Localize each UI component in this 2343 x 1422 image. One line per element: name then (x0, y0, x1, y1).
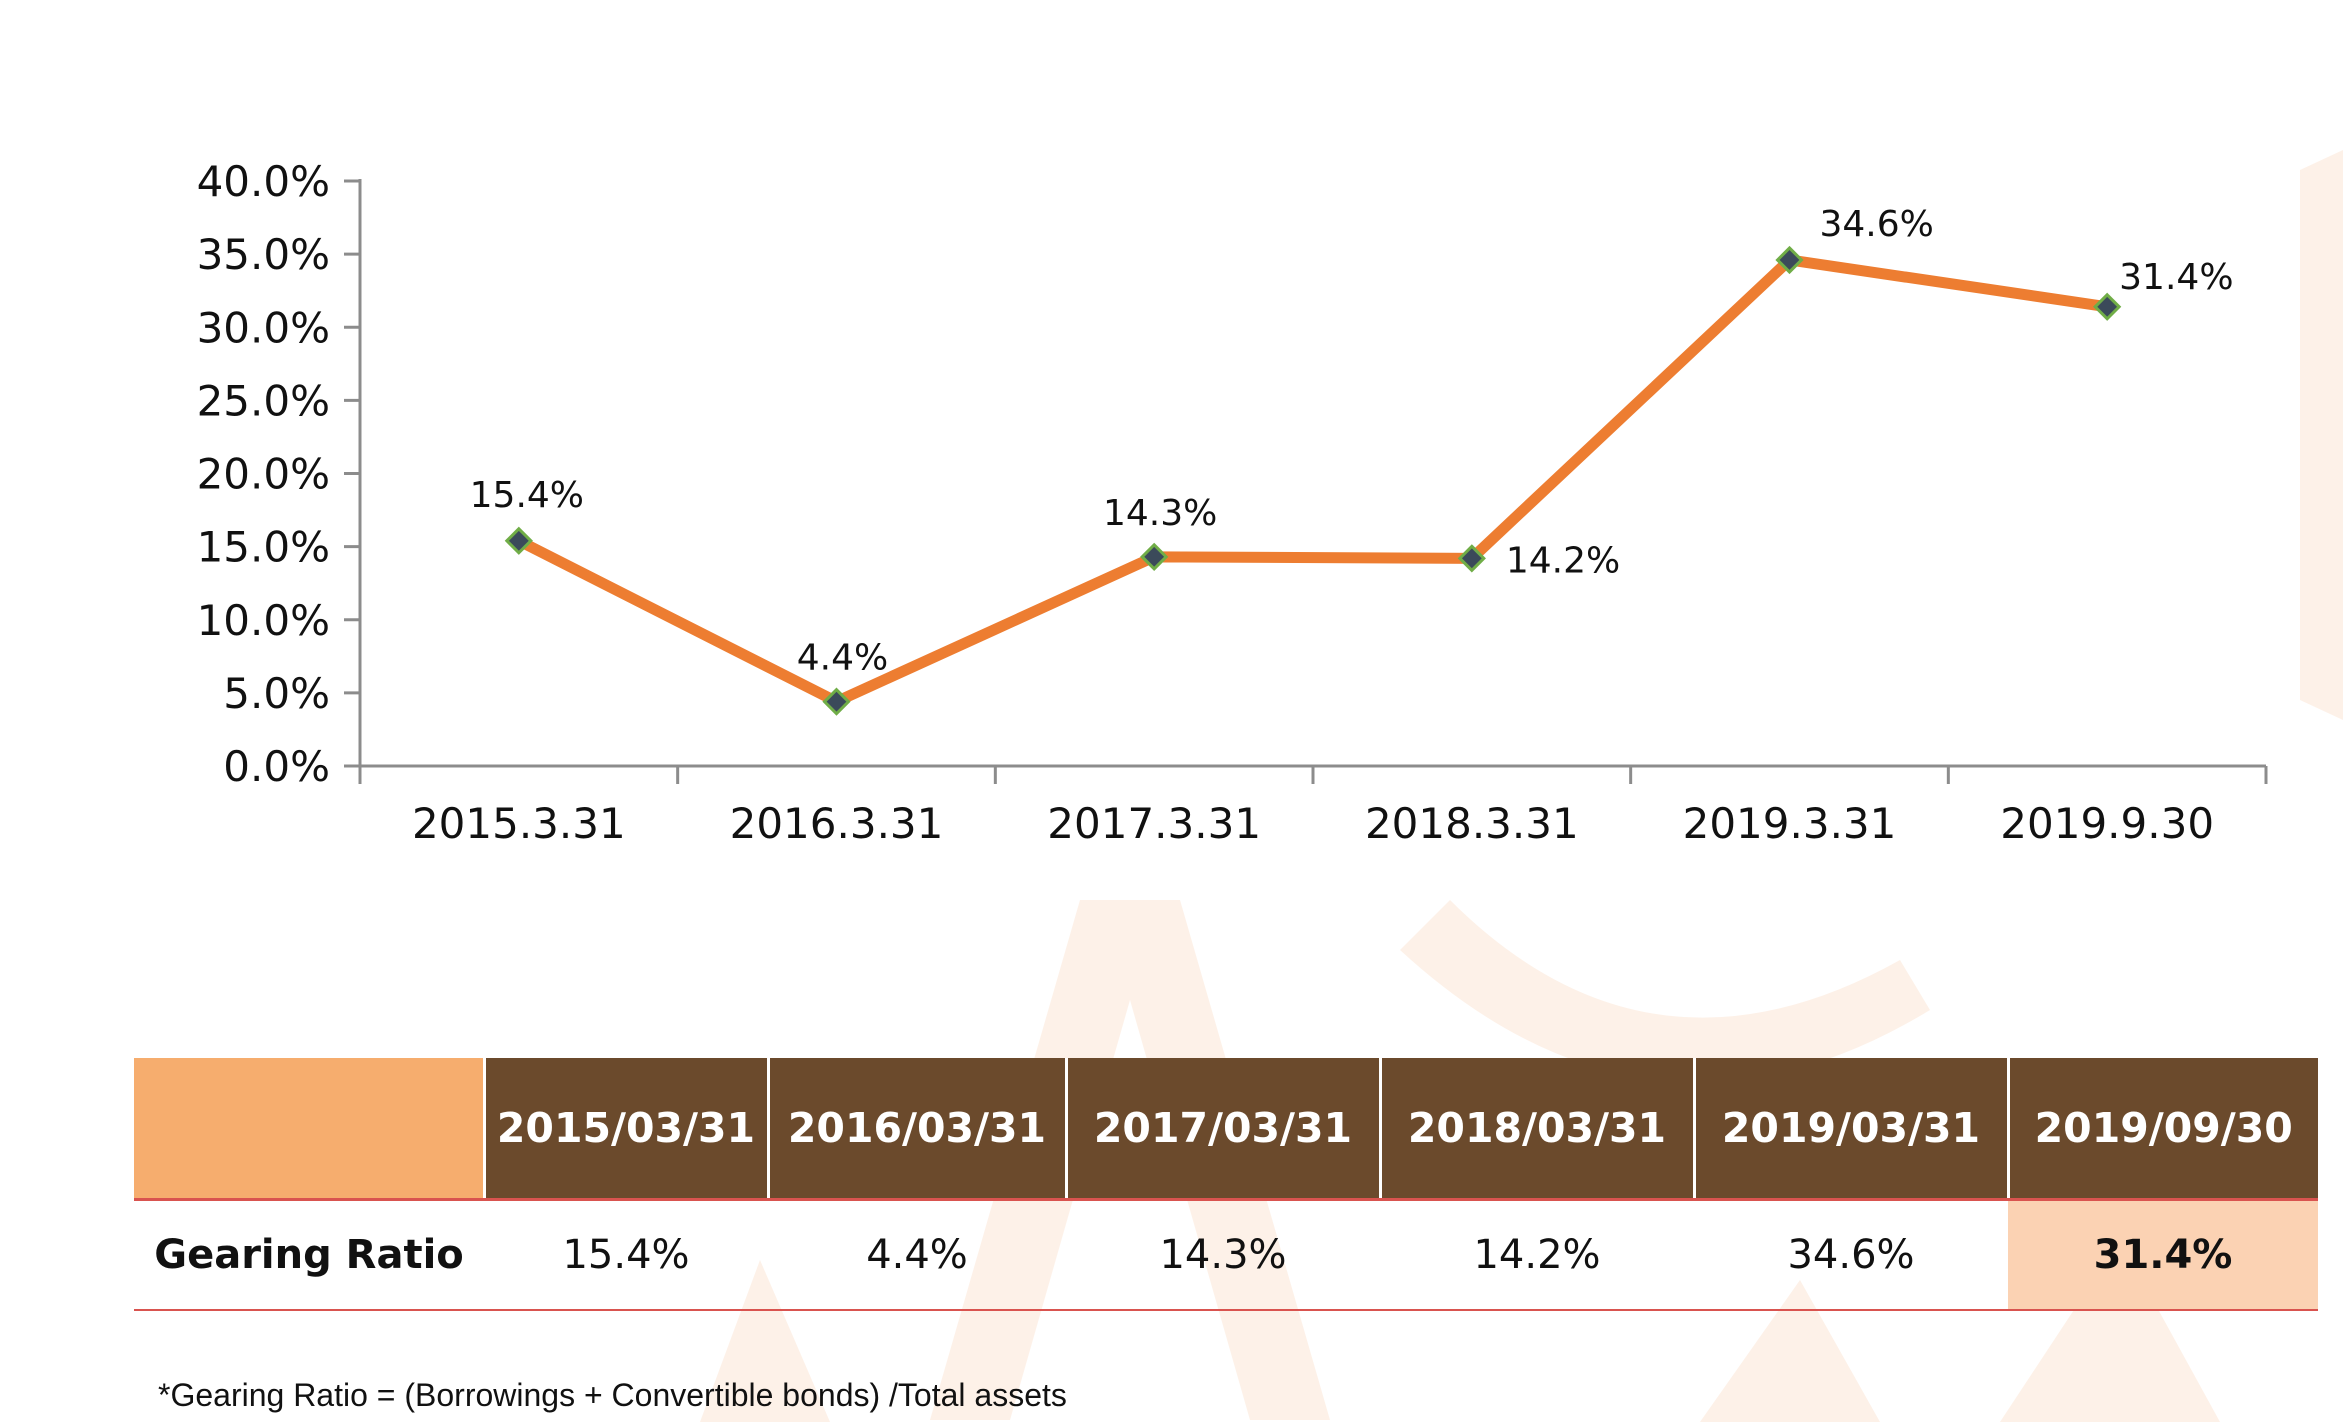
table-cell: 4.4% (768, 1199, 1066, 1311)
data-labels: 15.4% 4.4% 14.3% 14.2% 34.6% 31.4% (470, 204, 2234, 679)
x-tick-label: 2019.3.31 (1683, 799, 1897, 848)
x-tick-label: 2018.3.31 (1365, 799, 1579, 848)
data-point-marker (822, 687, 851, 716)
data-point-marker (504, 526, 533, 555)
y-tick-label: 15.0% (197, 523, 330, 572)
table-cell: 14.3% (1066, 1199, 1380, 1311)
table-header-cell: 2019/03/31 (1692, 1058, 2008, 1201)
data-point-marker (2093, 292, 2122, 321)
y-tick-label: 35.0% (197, 230, 330, 279)
data-point-marker (1140, 542, 1169, 571)
footnote: *Gearing Ratio = (Borrowings + Convertib… (158, 1377, 1067, 1413)
gearing-ratio-table: 2015/03/31 2016/03/31 2017/03/31 2018/03… (134, 1058, 2318, 1311)
table-header-row: 2015/03/31 2016/03/31 2017/03/31 2018/03… (134, 1058, 2318, 1201)
data-point-marker (1457, 544, 1486, 573)
x-tick-label: 2019.9.30 (2000, 799, 2214, 848)
series-markers (504, 245, 2122, 716)
table-row: Gearing Ratio 15.4% 4.4% 14.3% 14.2% 34.… (134, 1199, 2318, 1311)
data-point-marker (1775, 245, 1804, 275)
data-label: 14.2% (1506, 540, 1620, 581)
y-tick-label: 10.0% (197, 596, 330, 645)
table-header-cell: 2018/03/31 (1378, 1058, 1694, 1201)
y-tick-label: 40.0% (197, 157, 330, 206)
data-label: 4.4% (797, 638, 888, 679)
data-label: 31.4% (2119, 257, 2233, 298)
table-corner-cell (134, 1058, 484, 1201)
y-tick-label: 25.0% (197, 376, 330, 425)
table-header-cell: 2017/03/31 (1064, 1058, 1380, 1201)
data-label: 14.3% (1103, 493, 1217, 534)
x-tick-label: 2017.3.31 (1047, 799, 1261, 848)
table-header-cell: 2016/03/31 (766, 1058, 1066, 1201)
x-tick-label: 2015.3.31 (412, 799, 626, 848)
table-cell: 34.6% (1694, 1199, 2008, 1311)
data-label: 34.6% (1820, 204, 1934, 245)
table-header-cell: 2019/09/30 (2006, 1058, 2318, 1201)
table-row-label: Gearing Ratio (134, 1199, 484, 1311)
chart-axes (358, 179, 2266, 768)
data-label: 15.4% (470, 475, 584, 516)
table-cell: 14.2% (1380, 1199, 1694, 1311)
table-cell-highlighted: 31.4% (2008, 1199, 2318, 1311)
y-tick-label: 20.0% (197, 450, 330, 499)
table-header-cell: 2015/03/31 (482, 1058, 768, 1201)
line-chart: 0.0% 5.0% 10.0% 15.0% 20.0% 25.0% 30.0% 35.0% 40… (197, 157, 2268, 848)
y-tick-label: 5.0% (223, 669, 330, 718)
y-axis-ticks: 0.0% 5.0% 10.0% 15.0% 20.0% 25.0% 30.0% 35.0% 40… (197, 157, 360, 791)
y-tick-label: 0.0% (223, 742, 330, 791)
x-axis-ticks: 2015.3.31 2016.3.31 2017.3.31 2018.3.31 2019… (358, 766, 2268, 848)
y-tick-label: 30.0% (197, 303, 330, 352)
series-line (513, 254, 2113, 708)
table-cell: 15.4% (484, 1199, 768, 1311)
x-tick-label: 2016.3.31 (730, 799, 944, 848)
